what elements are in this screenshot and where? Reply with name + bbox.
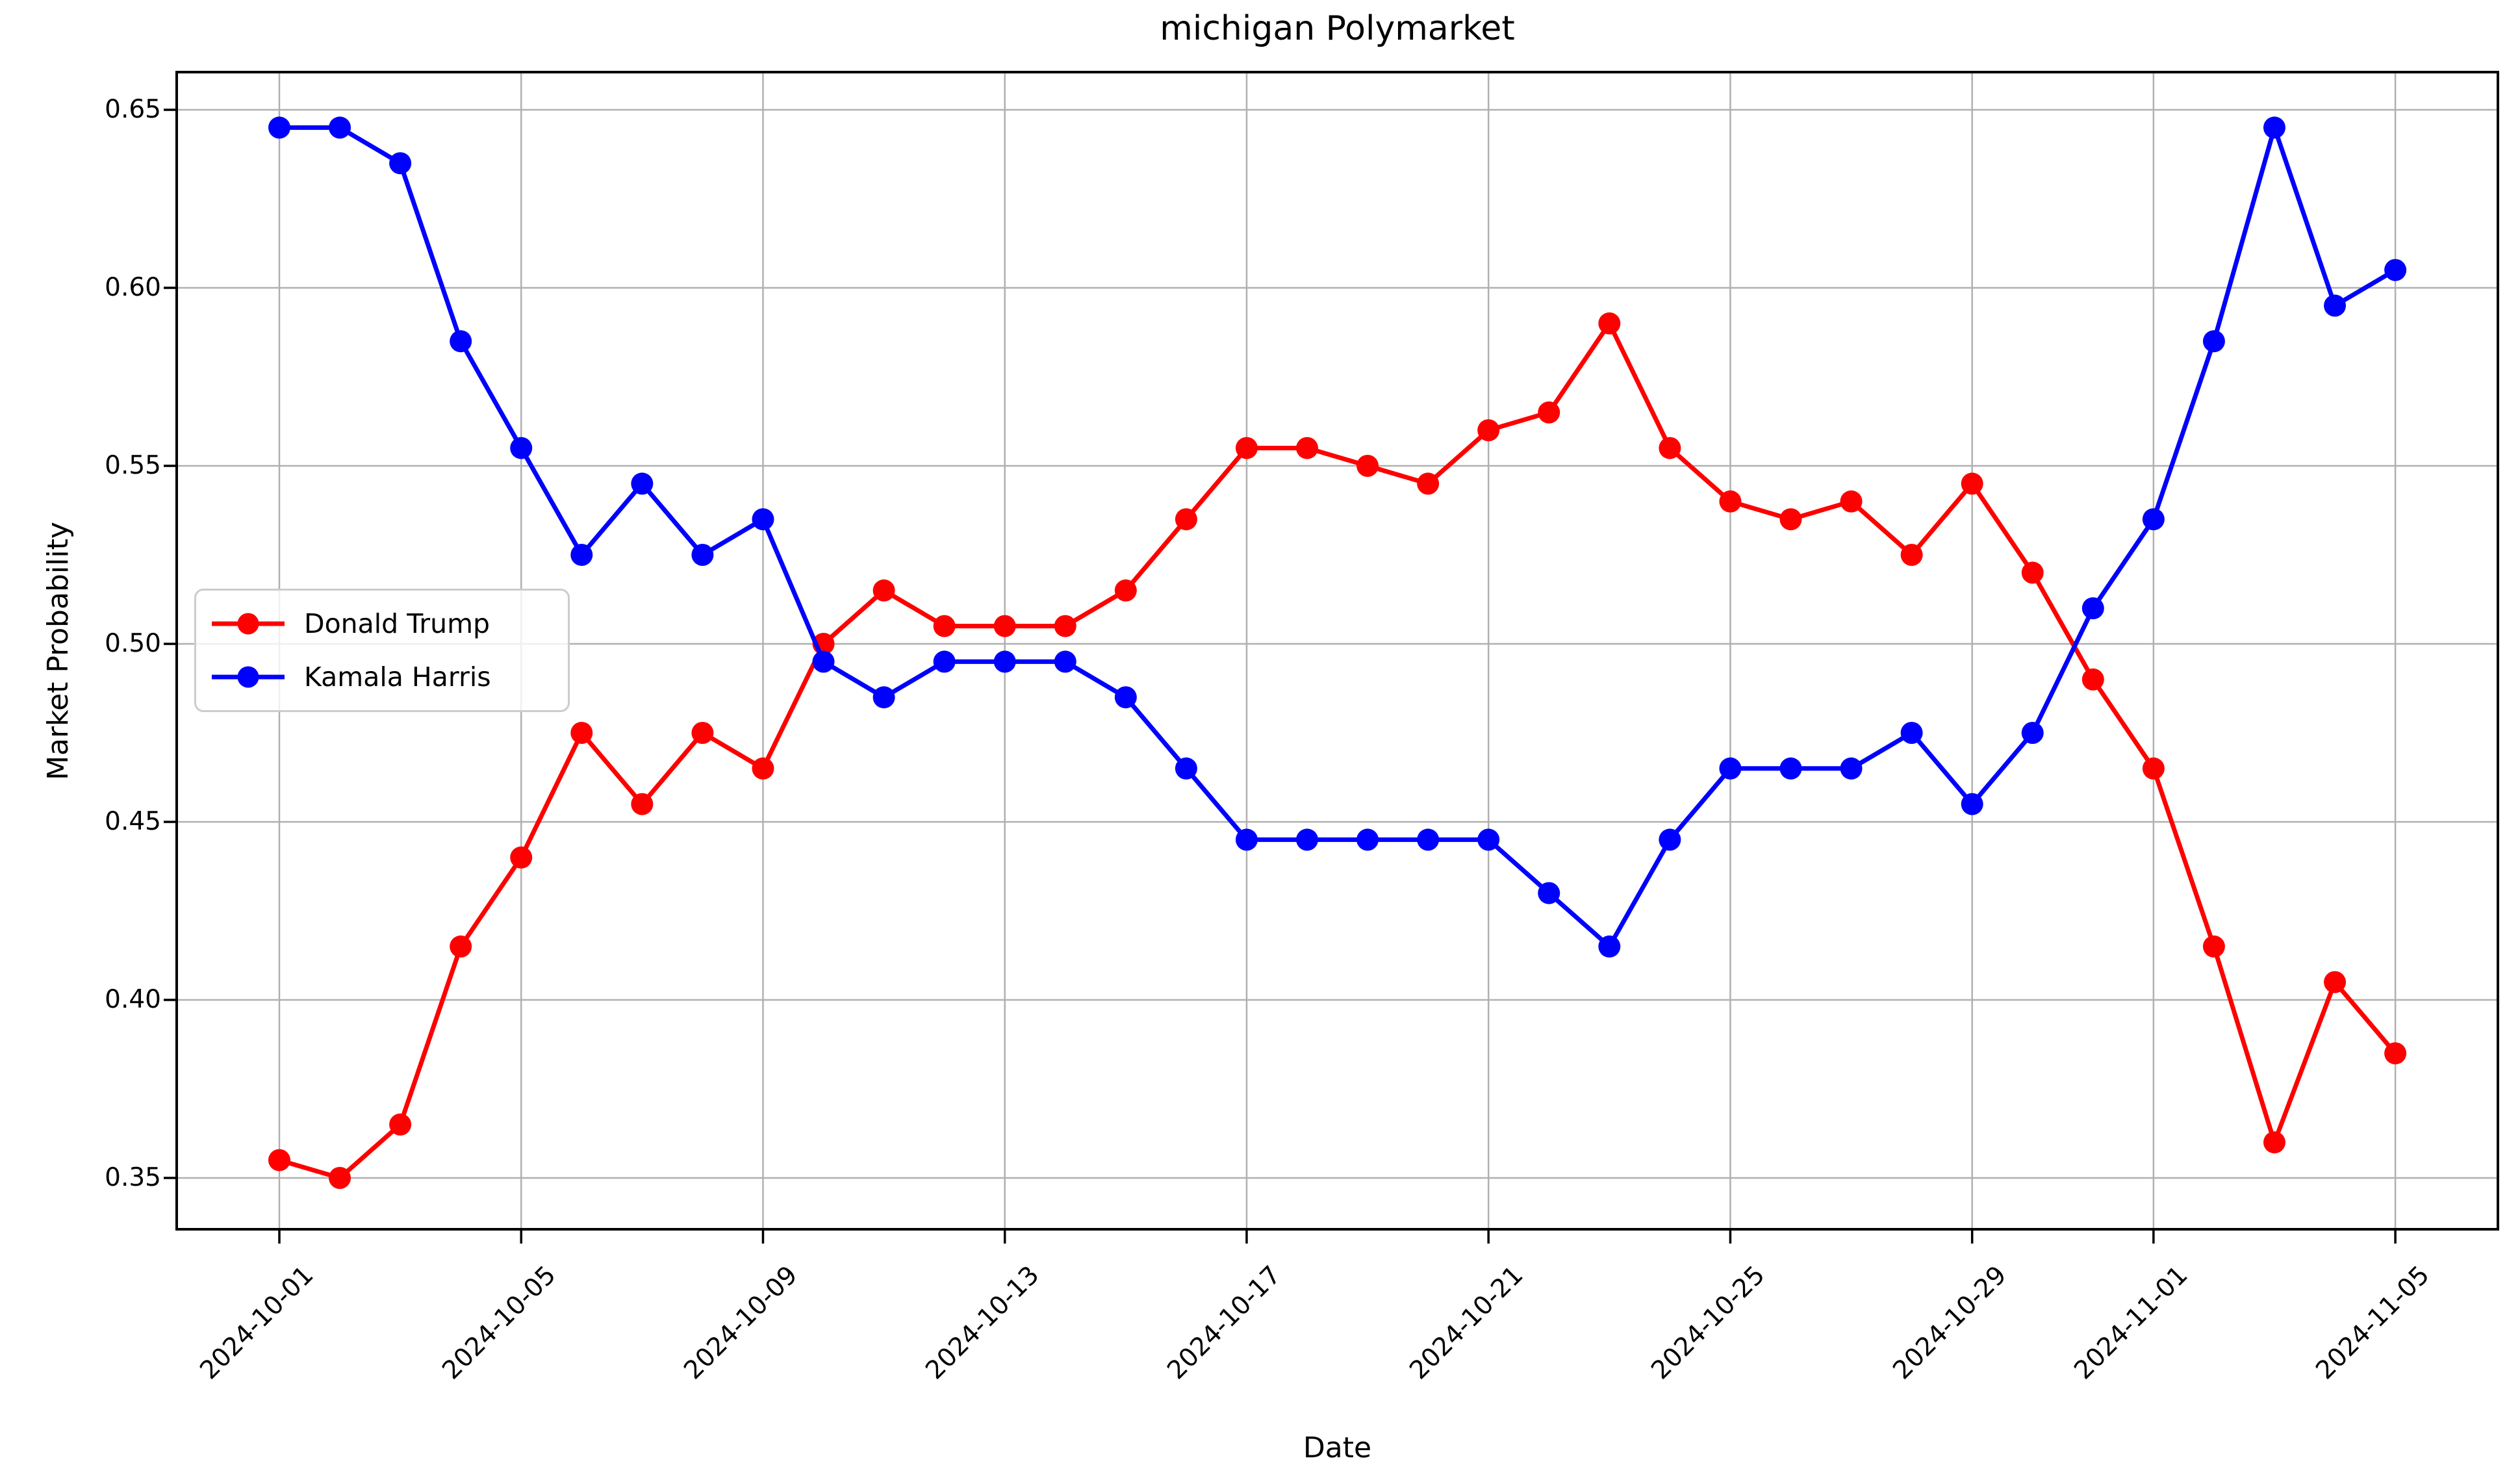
y-tick-label: 0.35 (105, 1163, 161, 1192)
trump-data-point (1114, 579, 1137, 602)
y-tick-label: 0.50 (105, 629, 161, 658)
harris-data-point (389, 152, 412, 175)
trump-data-point (2142, 757, 2165, 780)
harris-data-point (329, 116, 351, 139)
trump-data-point (933, 615, 956, 637)
trump-data-point (268, 1149, 290, 1171)
harris-data-point (1235, 828, 1258, 851)
trump-data-point (1417, 472, 1440, 495)
harris-data-point (1175, 757, 1197, 780)
axes-spines (175, 71, 2499, 1231)
trump-data-point (631, 793, 654, 815)
harris-data-point (1598, 935, 1621, 958)
trump-series-line (277, 321, 2398, 1181)
trump-data-point (691, 722, 714, 744)
harris-data-point (2324, 294, 2347, 317)
harris-data-point (1114, 686, 1137, 709)
trump-data-point (1900, 544, 1923, 566)
trump-data-point (329, 1167, 351, 1189)
trump-data-point (570, 722, 593, 744)
trump-data-point (1356, 455, 1379, 477)
y-tick-label: 0.40 (105, 985, 161, 1014)
harris-line-swatch (212, 666, 285, 688)
trump-data-point (1779, 508, 1802, 531)
trump-data-point (2324, 971, 2347, 993)
harris-data-point (1356, 828, 1379, 851)
harris-data-point (812, 650, 835, 673)
legend-label-donald-trump: Donald Trump (304, 608, 490, 639)
trump-data-point (1719, 490, 1742, 513)
chart-title: michigan Polymarket (1160, 9, 1515, 48)
y-tick-label: 0.55 (105, 451, 161, 480)
harris-data-point (1840, 757, 1863, 780)
trump-data-point (510, 846, 533, 869)
harris-data-point (268, 116, 290, 139)
harris-data-point (1779, 757, 1802, 780)
harris-data-point (2142, 508, 2165, 531)
harris-data-point (2384, 259, 2407, 281)
trump-data-point (1477, 419, 1500, 442)
harris-data-point (570, 544, 593, 566)
x-axis-label: Date (1303, 1431, 1372, 1464)
trump-data-point (993, 615, 1016, 637)
y-tick-label: 0.60 (105, 273, 161, 302)
harris-data-point (2021, 722, 2044, 744)
harris-data-point (993, 650, 1016, 673)
harris-series-line (277, 125, 2398, 949)
harris-data-point (1961, 793, 1983, 815)
trump-data-point (1054, 615, 1076, 637)
trump-data-point (1598, 312, 1621, 335)
harris-data-point (872, 686, 895, 709)
trump-data-point (2384, 1042, 2407, 1065)
y-tick-label: 0.45 (105, 807, 161, 836)
harris-data-point (1719, 757, 1742, 780)
harris-data-point (510, 437, 533, 459)
trump-data-point (872, 579, 895, 602)
trump-data-point (2081, 668, 2104, 691)
trump-data-point (1659, 437, 1681, 459)
harris-data-point (1659, 828, 1681, 851)
harris-data-point (752, 508, 774, 531)
legend-item-kamala-harris: Kamala Harris (209, 661, 555, 693)
harris-data-point (1538, 882, 1560, 904)
harris-data-point (691, 544, 714, 566)
harris-data-point (1054, 650, 1076, 673)
trump-data-point (389, 1113, 412, 1136)
trump-data-point (1538, 401, 1560, 424)
trump-data-point (1296, 437, 1319, 459)
legend-item-donald-trump: Donald Trump (209, 608, 555, 639)
trump-data-point (1961, 472, 1983, 495)
y-tick-label: 0.65 (105, 95, 161, 124)
trump-data-point (2202, 935, 2225, 958)
harris-data-point (1296, 828, 1319, 851)
trump-line-swatch (212, 613, 285, 635)
trump-data-point (450, 935, 472, 958)
harris-data-point (1417, 828, 1440, 851)
harris-data-point (2263, 116, 2285, 139)
harris-data-point (450, 330, 472, 353)
harris-data-point (631, 472, 654, 495)
legend: Donald Trump Kamala Harris (194, 589, 570, 712)
harris-data-point (2202, 330, 2225, 353)
harris-data-point (1477, 828, 1500, 851)
harris-data-point (933, 650, 956, 673)
trump-data-point (1840, 490, 1863, 513)
trump-data-point (1175, 508, 1197, 531)
trump-data-point (1235, 437, 1258, 459)
harris-data-point (1900, 722, 1923, 744)
trump-data-point (2021, 561, 2044, 584)
trump-data-point (2263, 1131, 2285, 1154)
legend-label-kamala-harris: Kamala Harris (304, 661, 491, 693)
trump-data-point (752, 757, 774, 780)
harris-data-point (2081, 597, 2104, 620)
